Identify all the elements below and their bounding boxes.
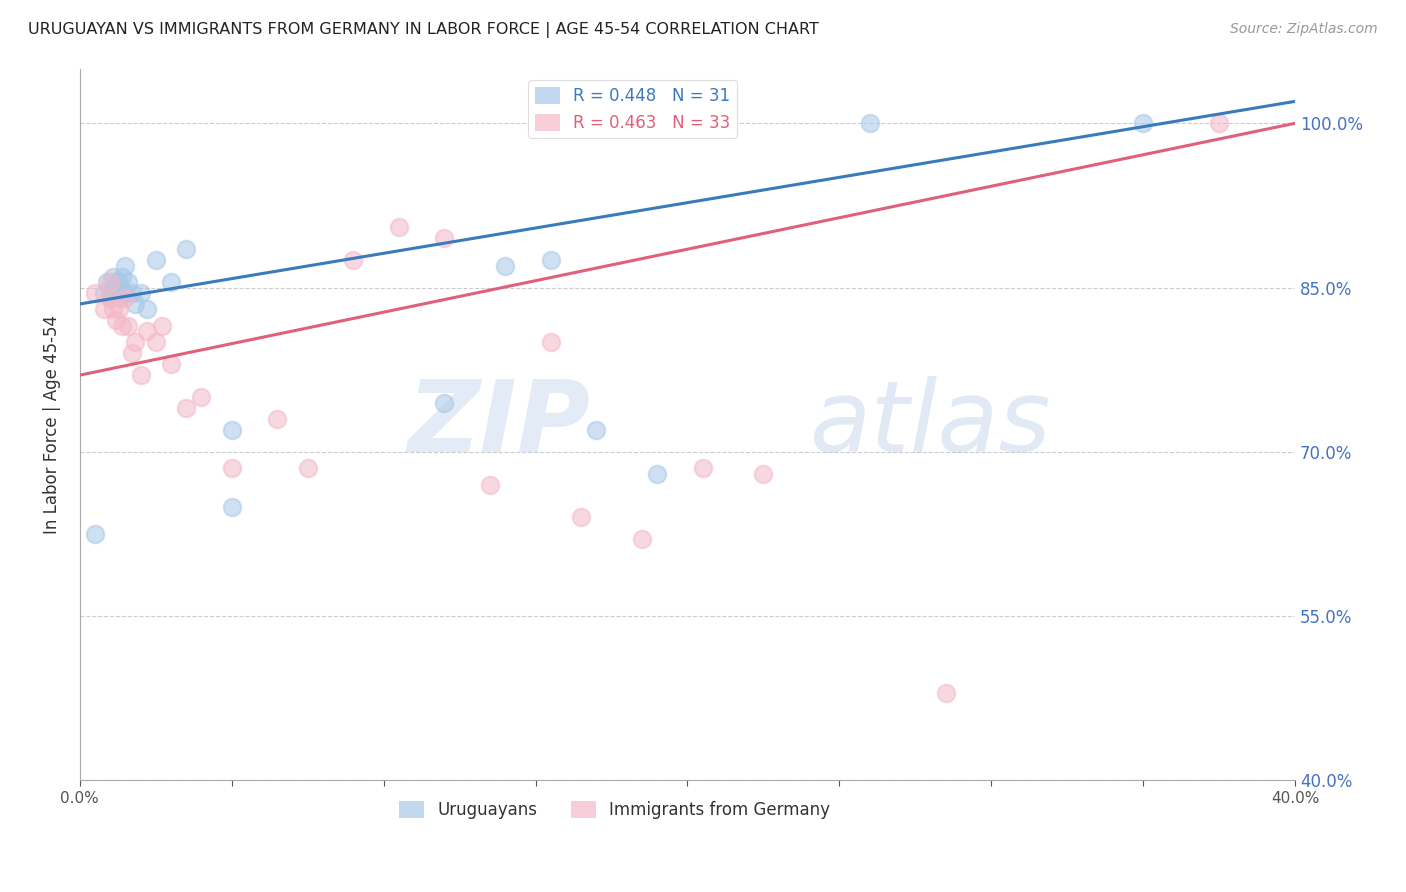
Point [129,285,152,300]
Point [221,423,243,437]
Point [540,253,562,268]
Point [859,116,882,130]
Point [93,285,115,300]
Point [96,275,118,289]
Point [114,259,136,273]
Point [108,302,131,317]
Point [190,390,212,404]
Point [98,275,121,289]
Point [221,500,243,514]
Point [342,253,364,268]
Text: atlas: atlas [810,376,1052,473]
Point [135,324,157,338]
Point [93,302,115,317]
Point [121,346,143,360]
Point [135,302,157,317]
Point [585,423,607,437]
Point [111,269,134,284]
Point [935,686,957,700]
Point [105,313,128,327]
Y-axis label: In Labor Force | Age 45-54: In Labor Force | Age 45-54 [44,315,60,534]
Point [129,368,152,383]
Point [117,275,139,289]
Point [692,461,714,475]
Point [145,253,167,268]
Point [160,275,183,289]
Point [105,285,128,300]
Point [103,302,125,317]
Point [433,395,456,409]
Point [388,220,411,235]
Point [631,533,654,547]
Point [124,297,146,311]
Text: ZIP: ZIP [408,376,591,473]
Point [752,467,775,481]
Point [103,269,125,284]
Text: Source: ZipAtlas.com: Source: ZipAtlas.com [1230,22,1378,37]
Point [98,292,121,306]
Point [569,510,592,524]
Point [98,292,121,306]
Point [221,461,243,475]
Point [297,461,319,475]
Point [433,231,456,245]
Point [540,335,562,350]
Text: URUGUAYAN VS IMMIGRANTS FROM GERMANY IN LABOR FORCE | AGE 45-54 CORRELATION CHAR: URUGUAYAN VS IMMIGRANTS FROM GERMANY IN … [28,22,818,38]
Point [111,318,134,333]
Point [108,275,131,289]
Point [114,292,136,306]
Point [111,285,134,300]
Legend: Uruguayans, Immigrants from Germany: Uruguayans, Immigrants from Germany [392,794,837,825]
Point [174,242,197,256]
Point [266,412,288,426]
Point [645,467,668,481]
Point [145,335,167,350]
Point [174,401,197,415]
Point [117,318,139,333]
Point [98,285,121,300]
Point [494,259,516,273]
Point [108,292,131,306]
Point [1132,116,1154,130]
Point [84,285,107,300]
Point [160,357,183,371]
Point [1208,116,1230,130]
Point [114,285,136,300]
Point [105,275,128,289]
Point [150,318,173,333]
Point [124,335,146,350]
Point [478,477,501,491]
Point [121,285,143,300]
Point [84,527,107,541]
